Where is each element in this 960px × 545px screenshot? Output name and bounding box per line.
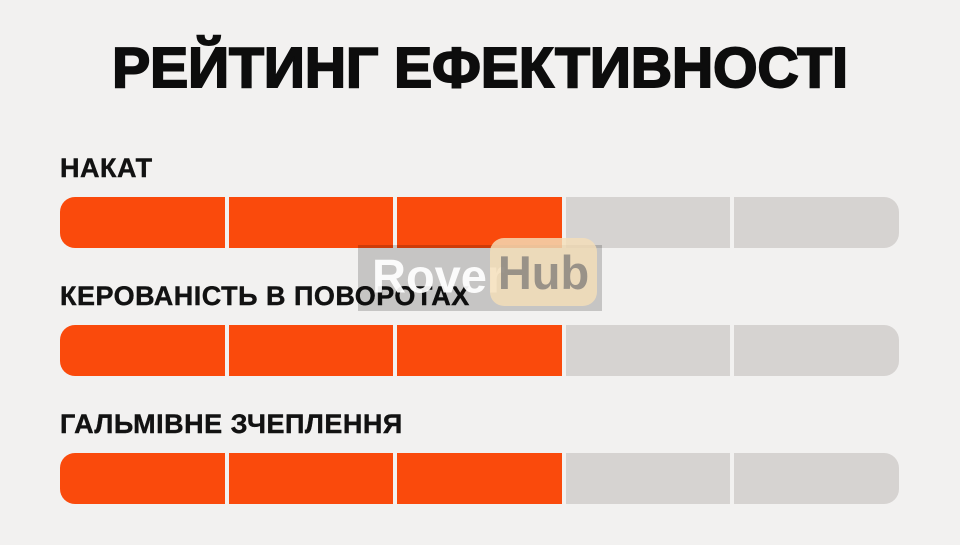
watermark: Rover Hub xyxy=(358,238,602,311)
watermark-rover-text: Rover xyxy=(372,249,506,303)
rating-label: КЕРОВАНІСТЬ В ПОВОРОТАХ xyxy=(60,281,470,311)
bar-segment-filled xyxy=(60,453,225,504)
rating-bar xyxy=(60,325,899,376)
bar-segment-empty xyxy=(734,325,899,376)
rating-label: ГАЛЬМІВНЕ ЗЧЕПЛЕННЯ xyxy=(60,409,403,439)
page-title: РЕЙТИНГ ЕФЕКТИВНОСТІ xyxy=(111,35,849,101)
rating-row: КЕРОВАНІСТЬ В ПОВОРОТАХ xyxy=(60,279,899,376)
ratings-list: НАКАТ КЕРОВАНІСТЬ В ПОВОРОТАХ ГАЛЬМІВНЕ … xyxy=(60,151,899,535)
rating-row: НАКАТ xyxy=(60,151,899,248)
rating-bar xyxy=(60,197,899,248)
bar-segment-filled xyxy=(60,325,225,376)
bar-segment-filled xyxy=(228,197,394,248)
rating-bar xyxy=(60,453,899,504)
bar-segment-filled xyxy=(228,453,394,504)
watermark-hub-text: Hub xyxy=(497,245,590,299)
bar-segment-filled xyxy=(397,325,562,376)
bar-segment-empty xyxy=(565,453,731,504)
bar-segment-filled xyxy=(397,453,562,504)
bar-segment-empty xyxy=(565,325,731,376)
rating-row: ГАЛЬМІВНЕ ЗЧЕПЛЕННЯ xyxy=(60,407,899,504)
bar-segment-filled xyxy=(228,325,394,376)
bar-segment-filled xyxy=(60,197,225,248)
bar-segment-empty xyxy=(734,453,899,504)
rating-label: НАКАТ xyxy=(60,153,153,183)
bar-segment-empty xyxy=(734,197,899,248)
watermark-hub-badge: Hub xyxy=(490,238,597,306)
bar-segment-empty xyxy=(565,197,731,248)
